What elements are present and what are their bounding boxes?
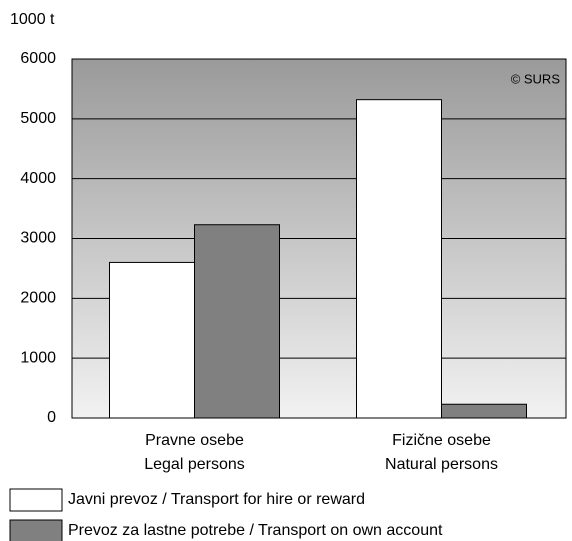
y-tick-label: 4000 — [20, 170, 56, 187]
y-axis-label: 1000 t — [10, 11, 55, 28]
bar — [194, 224, 280, 419]
y-tick-label: 1000 — [20, 349, 56, 366]
x-tick-label-line: Natural persons — [385, 456, 498, 473]
x-tick-label: Fizične osebe Natural persons — [385, 432, 498, 473]
y-tick-label: 3000 — [20, 230, 56, 247]
x-tick-label-line: Legal persons — [144, 456, 245, 473]
bar — [356, 99, 442, 419]
x-tick-label-line: Fizične osebe — [392, 432, 491, 449]
annotation: © SURS — [511, 71, 561, 86]
legend-swatch — [9, 488, 63, 512]
y-tick-label: 0 — [47, 409, 56, 426]
y-tick-label: 2000 — [20, 290, 56, 307]
legend-label: Javni prevoz / Transport for hire or rew… — [68, 491, 365, 508]
y-tick-label: 6000 — [20, 50, 56, 67]
bar — [109, 261, 195, 419]
bar — [441, 403, 527, 419]
y-tick-label: 5000 — [20, 110, 56, 127]
x-tick-label: Pravne osebe Legal persons — [144, 432, 245, 473]
legend-swatch — [9, 519, 63, 541]
x-tick-label-line: Pravne osebe — [145, 432, 244, 449]
legend-label: Prevoz za lastne potrebe / Transport on … — [68, 522, 443, 539]
